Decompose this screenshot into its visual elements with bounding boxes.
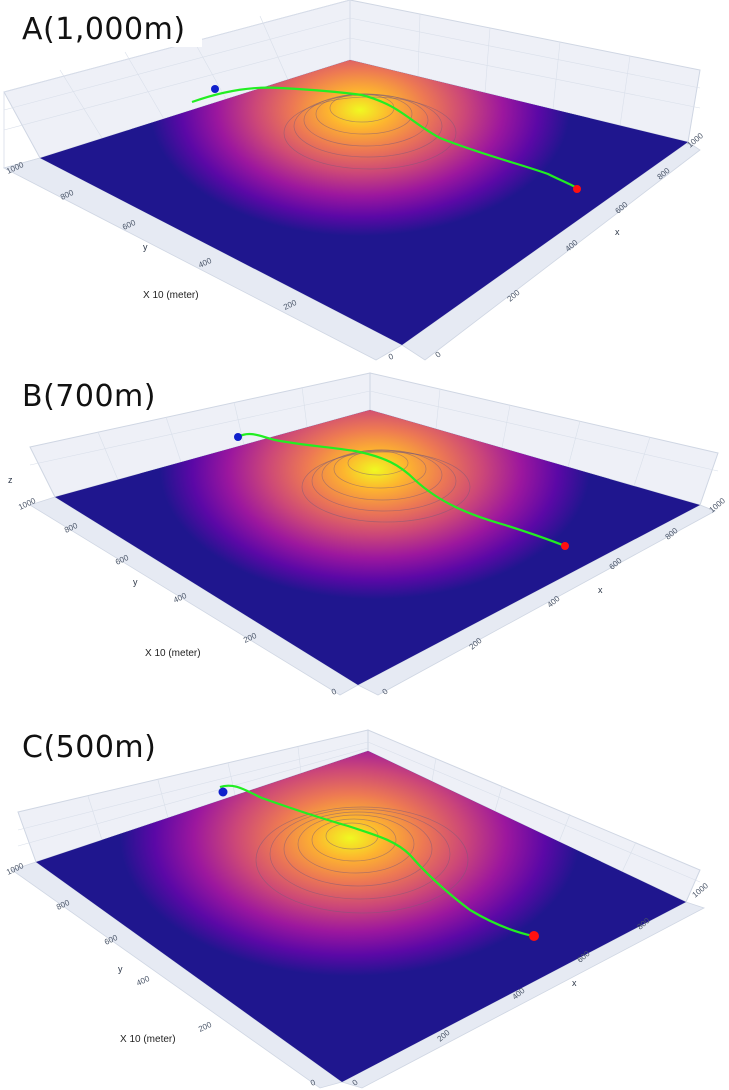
end-point-a[interactable] xyxy=(573,185,581,193)
surface-hill-c xyxy=(102,751,602,1005)
panel-title-a: A(1,000m) xyxy=(22,12,202,47)
start-point-b[interactable] xyxy=(234,433,242,441)
y-axis-label-c: y xyxy=(118,964,123,974)
panel-title-c: C(500m) xyxy=(22,730,157,765)
panel-a: 0 200 400 600 800 1000 y 0 200 400 600 8… xyxy=(0,0,729,362)
tick-y-0: 0 xyxy=(330,687,338,697)
flight-path-b xyxy=(237,432,566,548)
tick-x-0: 0 xyxy=(381,686,391,696)
box-walls-c xyxy=(11,729,706,1089)
panel-c: 0 200 400 600 800 1000 y 0 200 400 600 8… xyxy=(0,720,729,1090)
box-walls-b xyxy=(29,372,719,696)
z-axis-label-b: z xyxy=(8,475,13,485)
tick-y-400: 400 xyxy=(135,974,151,988)
surface-plot-b[interactable]: 0 200 400 600 800 1000 y z 0 200 400 600… xyxy=(0,365,729,710)
end-point-c[interactable] xyxy=(529,931,539,941)
surface-hill-a xyxy=(130,60,590,258)
contour-lines-c xyxy=(255,806,469,914)
start-point-a[interactable] xyxy=(211,85,219,93)
panel-title-b: B(700m) xyxy=(22,379,156,414)
surface-plot-c[interactable]: 0 200 400 600 800 1000 y 0 200 400 600 8… xyxy=(0,720,729,1090)
x-axis-label-b: x xyxy=(598,585,603,595)
unit-note-a: X 10 (meter) xyxy=(143,290,199,301)
tick-y-1000: 1000 xyxy=(17,496,37,512)
tick-y-200: 200 xyxy=(197,1020,213,1034)
flight-path-c xyxy=(219,784,534,938)
start-point-c[interactable] xyxy=(218,787,228,797)
grid-lines-c xyxy=(17,741,701,883)
panel-b: 0 200 400 600 800 1000 y z 0 200 400 600… xyxy=(0,365,729,710)
flight-path-a xyxy=(191,86,578,189)
tick-x-1000: 1000 xyxy=(708,496,728,515)
x-axis-label-c: x xyxy=(572,978,577,988)
unit-note-c: X 10 (meter) xyxy=(120,1034,176,1045)
tick-x-0: 0 xyxy=(351,1077,361,1087)
grid-lines-b xyxy=(29,386,719,487)
unit-note-b: X 10 (meter) xyxy=(145,648,201,659)
grid-lines-a xyxy=(3,13,701,139)
surface-plot-a[interactable]: 0 200 400 600 800 1000 y 0 200 400 600 8… xyxy=(0,0,729,362)
contour-lines-b xyxy=(301,449,471,523)
y-axis-label-a: y xyxy=(143,242,148,252)
tick-x-0: 0 xyxy=(434,349,444,359)
y-axis-label-b: y xyxy=(133,577,138,587)
surface-hill-b xyxy=(140,410,610,617)
tick-y-0: 0 xyxy=(387,352,395,362)
x-axis-label-a: x xyxy=(615,227,620,237)
end-point-b[interactable] xyxy=(561,542,569,550)
tick-y-0: 0 xyxy=(309,1078,317,1088)
